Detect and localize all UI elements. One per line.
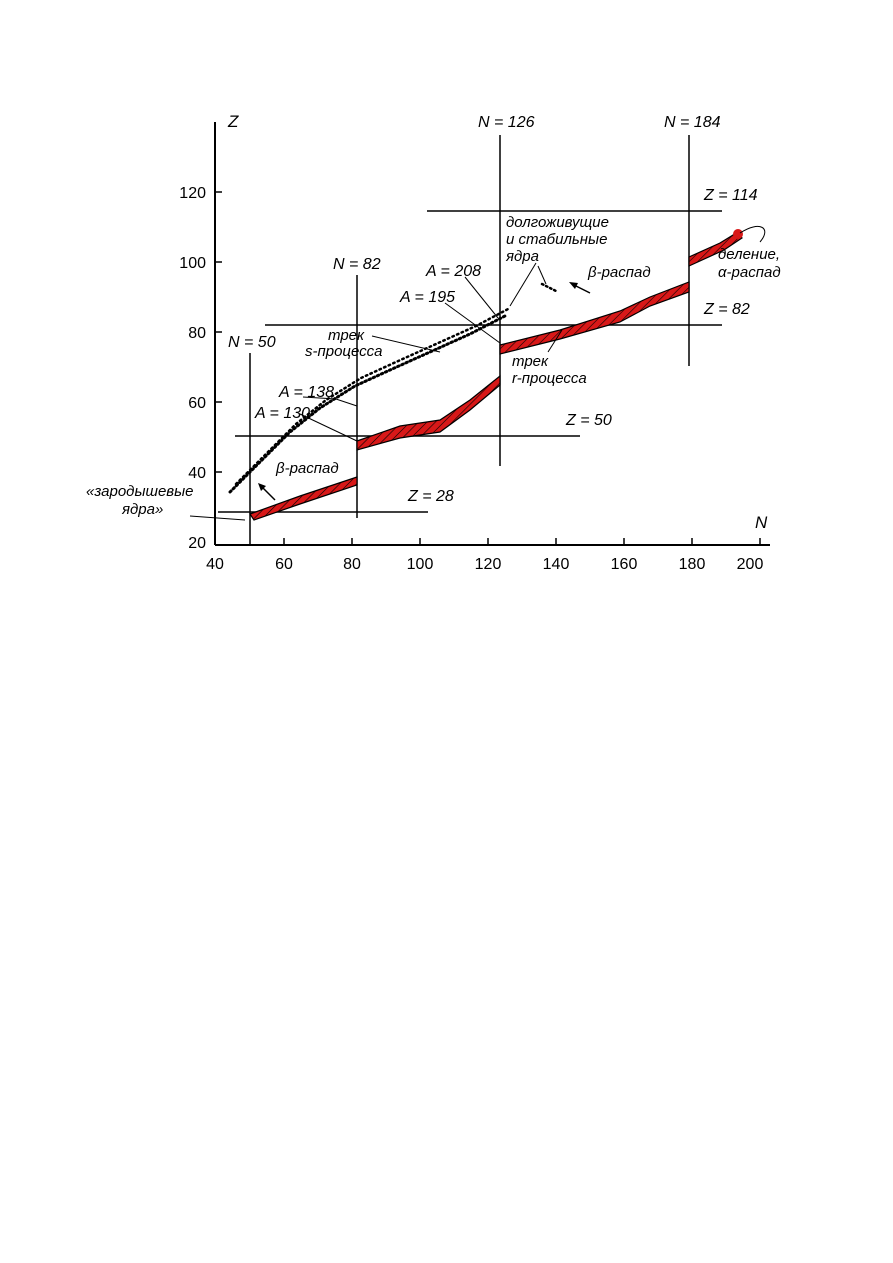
x-tick-label: 80 [343, 556, 361, 573]
label-r-track-1: трек [512, 353, 549, 370]
label-long-lived-3: ядра [505, 248, 539, 265]
label-s-track-2: s-процесса [305, 343, 383, 360]
s-process-track-edge [234, 306, 512, 486]
label-fission-2: α-распад [718, 264, 781, 281]
label-n184: N = 184 [664, 114, 721, 131]
x-tick-label: 100 [407, 556, 434, 573]
y-axis-name: Z [227, 112, 239, 131]
label-seed-2: ядра» [121, 501, 163, 518]
x-tick-label: 40 [206, 556, 224, 573]
r-process-end-dot [733, 229, 743, 239]
r-process-band-3 [499, 281, 690, 355]
label-beta-decay-upper: β-распад [587, 264, 651, 281]
label-long-lived-1: долгоживущие [506, 214, 609, 231]
label-seed-1: «зародышевые [86, 483, 194, 500]
label-n50: N = 50 [228, 334, 276, 351]
y-tick-label: 100 [179, 255, 206, 272]
long-lived-dots [540, 282, 560, 294]
label-n82: N = 82 [333, 256, 381, 273]
r-process-band-1 [249, 476, 358, 521]
label-z28: Z = 28 [407, 488, 454, 505]
x-tick-label: 200 [737, 556, 764, 573]
label-s-track-1: трек [328, 327, 365, 344]
label-z82: Z = 82 [703, 301, 750, 318]
label-a130: A = 130 [254, 405, 310, 422]
label-fission-1: деление, [718, 246, 780, 263]
s-process-track [228, 314, 507, 494]
x-tick-label: 140 [543, 556, 570, 573]
y-ticks [215, 191, 222, 473]
label-a195: A = 195 [399, 289, 455, 306]
r-process-band-4 [688, 231, 743, 267]
label-a138: A = 138 [278, 384, 334, 401]
y-tick-label: 20 [188, 535, 206, 552]
beta-arrow-upper [569, 282, 591, 294]
x-axis-name: N [755, 513, 768, 532]
label-beta-decay-lower: β-распад [275, 460, 339, 477]
x-ticks [283, 538, 761, 545]
x-tick-label: 60 [275, 556, 293, 573]
x-tick-label: 180 [679, 556, 706, 573]
x-tick-label: 160 [611, 556, 638, 573]
beta-arrow-lower [258, 483, 276, 501]
label-r-track-2: r-процесса [512, 370, 587, 387]
y-tick-label: 60 [188, 395, 206, 412]
label-z50: Z = 50 [565, 412, 612, 429]
x-tick-label: 120 [475, 556, 502, 573]
y-tick-label: 40 [188, 465, 206, 482]
label-long-lived-2: и стабильные [506, 231, 607, 248]
y-tick-label: 120 [179, 185, 206, 202]
label-n126: N = 126 [478, 114, 535, 131]
label-z114: Z = 114 [703, 187, 758, 204]
label-a208: A = 208 [425, 263, 481, 280]
y-tick-label: 80 [188, 325, 206, 342]
leader-lines [189, 225, 766, 521]
r-process-band-2 [356, 374, 501, 451]
